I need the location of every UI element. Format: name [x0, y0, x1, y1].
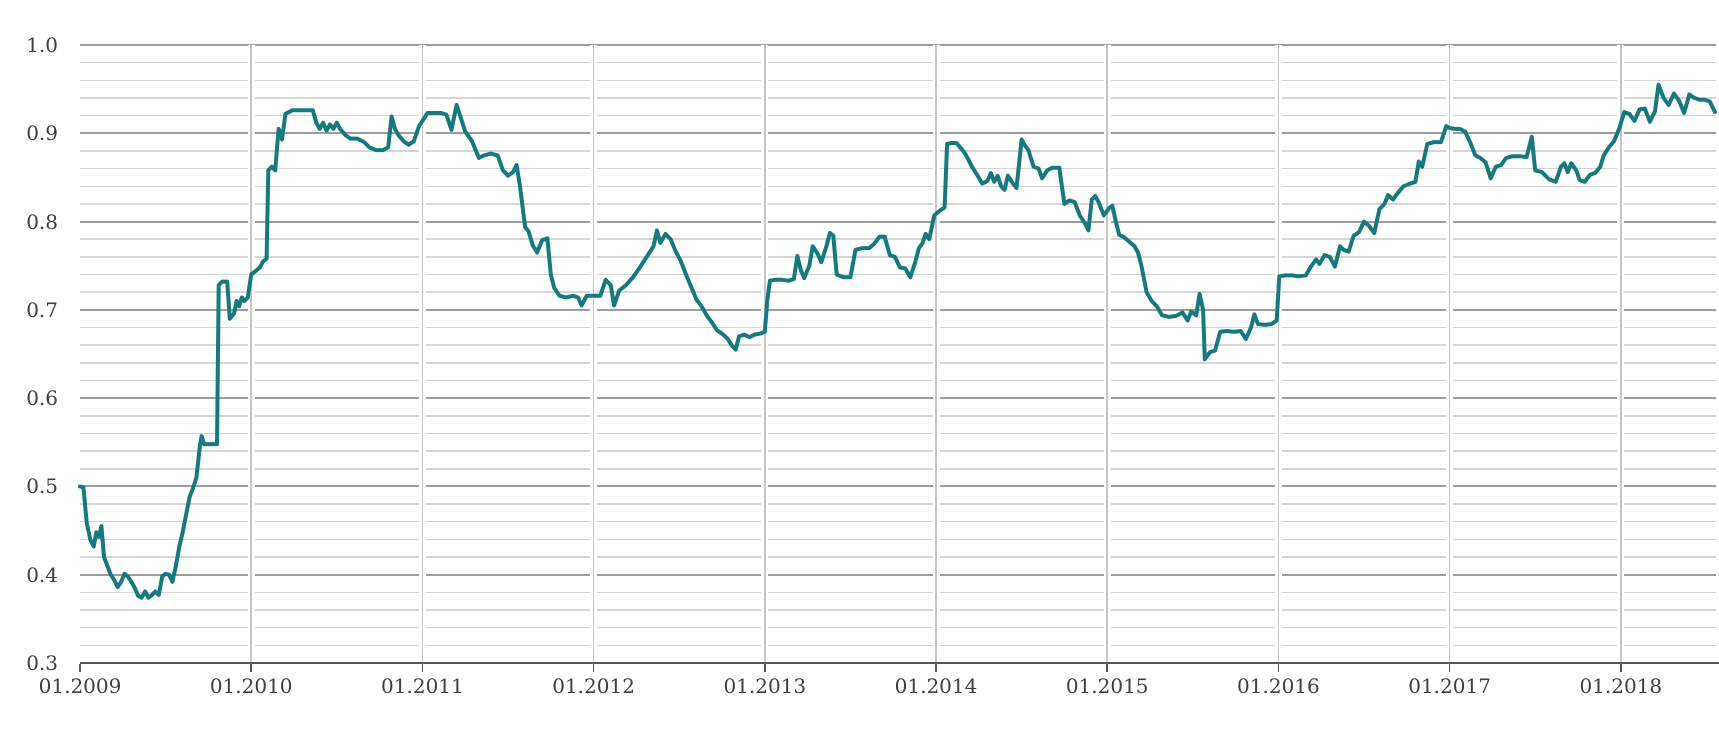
x-axis-tick	[250, 664, 252, 672]
minor-gridline	[80, 644, 1716, 647]
minor-gridline	[80, 379, 1716, 382]
minor-gridline	[80, 520, 1716, 523]
major-gridline	[80, 573, 1716, 576]
vertical-gridline	[764, 45, 766, 663]
major-gridline	[80, 132, 1716, 135]
vertical-gridline	[592, 45, 595, 663]
vertical-gridline	[935, 45, 937, 663]
major-gridline	[80, 308, 1716, 311]
x-axis-tick	[935, 664, 937, 672]
x-axis-tick	[592, 664, 595, 672]
major-gridline	[80, 220, 1716, 223]
x-axis-tick-label: 01.2015	[1065, 674, 1149, 698]
y-axis-tick-label: 0.9	[26, 121, 58, 146]
x-axis-tick-label: 01.2011	[381, 674, 464, 698]
y-axis-tick-label: 0.7	[26, 297, 58, 322]
minor-gridline	[80, 626, 1716, 629]
y-axis-tick-label: 1.0	[26, 33, 58, 57]
x-axis-tick	[1106, 664, 1108, 672]
minor-gridline	[80, 326, 1716, 329]
minor-gridline	[80, 291, 1716, 293]
minor-gridline	[80, 238, 1716, 240]
minor-gridline	[80, 503, 1716, 505]
minor-gridline	[80, 150, 1716, 152]
minor-gridline	[80, 167, 1716, 170]
minor-gridline	[80, 468, 1716, 470]
x-axis-tick-label: 01.2018	[1579, 674, 1663, 698]
vertical-gridline	[250, 45, 252, 663]
major-gridline	[80, 397, 1716, 400]
y-axis-tick-label: 0.8	[26, 209, 58, 234]
minor-gridline	[80, 79, 1716, 82]
minor-gridline	[80, 415, 1716, 417]
x-axis-tick	[1448, 664, 1451, 672]
minor-gridline	[80, 556, 1716, 558]
minor-gridline	[80, 256, 1716, 258]
minor-gridline	[80, 591, 1716, 594]
minor-gridline	[80, 432, 1716, 435]
x-axis-tick-label: 01.2010	[209, 674, 293, 698]
vertical-gridline	[421, 45, 424, 663]
x-axis-tick	[764, 664, 766, 672]
minor-gridline	[80, 450, 1716, 452]
x-axis-tick	[421, 664, 424, 672]
x-axis-tick-label: 01.2017	[1408, 674, 1491, 698]
x-axis-tick-label: 01.2012	[552, 674, 635, 698]
vertical-gridline	[1106, 45, 1108, 663]
x-axis-tick-label: 01.2013	[723, 674, 807, 698]
y-axis-tick-label: 0.5	[26, 474, 58, 499]
x-axis-tick-label: 01.2016	[1237, 674, 1320, 698]
minor-gridline	[80, 185, 1716, 187]
vertical-gridline	[1620, 45, 1622, 663]
y-axis-tick-label: 0.6	[26, 386, 58, 411]
x-axis-tick	[1620, 664, 1622, 672]
minor-gridline	[80, 203, 1716, 205]
y-axis-tick-label: 0.4	[26, 562, 58, 587]
series-line	[78, 82, 1717, 600]
minor-gridline	[80, 97, 1716, 99]
minor-gridline	[80, 114, 1716, 117]
major-gridline	[80, 485, 1716, 488]
minor-gridline	[80, 61, 1716, 64]
x-axis-tick	[1277, 664, 1280, 672]
x-axis-tick-label: 01.2014	[894, 674, 978, 698]
x-axis-tick	[79, 664, 81, 672]
vertical-gridline	[1277, 45, 1280, 663]
major-gridline	[80, 44, 1716, 46]
x-axis-tick-label: 01.2009	[38, 674, 122, 698]
x-axis-line	[80, 662, 1719, 664]
y-axis-tick-label: 0.3	[26, 651, 58, 675]
minor-gridline	[80, 273, 1716, 276]
minor-gridline	[80, 609, 1716, 611]
minor-gridline	[80, 362, 1716, 364]
minor-gridline	[80, 538, 1716, 541]
vertical-gridline	[1448, 45, 1451, 663]
minor-gridline	[80, 344, 1716, 346]
